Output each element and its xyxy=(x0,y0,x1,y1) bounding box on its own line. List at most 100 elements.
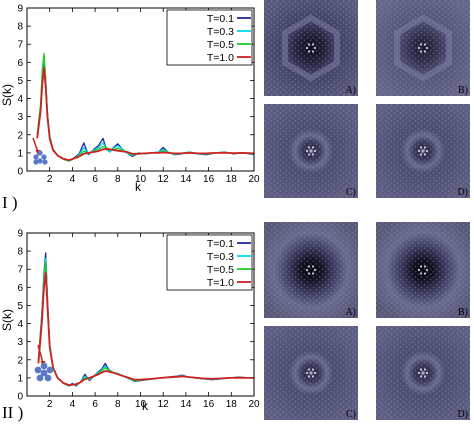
x-tick-label: 20 xyxy=(248,399,260,410)
series-group xyxy=(36,52,254,162)
center-dot xyxy=(307,43,311,46)
y-tick-label: 3 xyxy=(17,112,23,123)
center-dot xyxy=(419,146,423,149)
center-dot xyxy=(307,375,311,378)
y-tick-label: 3 xyxy=(17,337,23,348)
x-tick-label: 2 xyxy=(47,174,53,185)
micrograph-texture xyxy=(376,222,470,318)
micrograph-texture xyxy=(376,326,470,420)
center-dot xyxy=(423,375,427,378)
micrograph-panel: A) xyxy=(264,0,358,96)
x-tick-label: 14 xyxy=(180,174,192,185)
y-tick-label: 4 xyxy=(17,319,23,330)
series-line-t-1-0 xyxy=(37,271,254,387)
micrograph-texture xyxy=(264,222,358,318)
center-dot xyxy=(305,149,309,153)
x-axis-label: k xyxy=(135,180,142,194)
y-tick-label: 6 xyxy=(17,58,23,69)
x-tick-label: 8 xyxy=(115,399,121,410)
cluster-icon xyxy=(34,362,54,382)
x-tick-label: 6 xyxy=(92,174,98,185)
center-dot xyxy=(311,375,315,378)
y-axis-label: S(k) xyxy=(0,84,14,106)
plot-frame xyxy=(26,232,255,397)
center-dot xyxy=(417,149,421,153)
x-tick-label: 16 xyxy=(203,399,215,410)
micrograph-panel: D) xyxy=(376,104,470,198)
center-dot xyxy=(423,43,427,46)
center-dot xyxy=(305,371,309,375)
hexagonal-ring xyxy=(282,14,340,82)
legend-label: T=1.0 xyxy=(207,52,234,64)
legend: T=0.1T=0.3T=0.5T=1.0 xyxy=(166,9,253,66)
y-tick-label: 2 xyxy=(17,130,23,141)
center-dot xyxy=(419,375,423,378)
x-tick-label: 4 xyxy=(70,174,76,185)
center-dot xyxy=(307,153,311,156)
legend-label: T=1.0 xyxy=(207,277,234,289)
center-dot xyxy=(307,50,311,53)
center-dot xyxy=(423,146,427,149)
center-dot xyxy=(419,265,423,268)
center-dot xyxy=(313,149,317,153)
x-tick-label: 8 xyxy=(115,174,121,185)
legend-box xyxy=(166,234,253,291)
center-dot xyxy=(425,149,429,153)
center-dot xyxy=(423,265,427,268)
y-tick-label: 6 xyxy=(17,283,23,294)
center-dot xyxy=(419,272,423,275)
legend: T=0.1T=0.3T=0.5T=1.0 xyxy=(166,234,253,291)
x-tick-label: 10 xyxy=(135,174,147,185)
legend-label: T=0.3 xyxy=(207,251,234,263)
series-group xyxy=(37,252,254,387)
legend-label: T=0.5 xyxy=(207,264,234,276)
center-dot xyxy=(311,368,315,371)
center-dot xyxy=(425,268,429,272)
y-tick-label: 8 xyxy=(17,247,23,258)
center-dot xyxy=(423,153,427,156)
y-tick-label: 2 xyxy=(17,355,23,366)
legend-entries: T=0.1T=0.3T=0.5T=1.0 xyxy=(207,13,251,64)
center-dot xyxy=(419,43,423,46)
center-dot xyxy=(311,153,315,156)
center-dot xyxy=(307,146,311,149)
micrograph-label: A) xyxy=(345,85,356,96)
center-dot xyxy=(313,371,317,375)
hexagonal-ring xyxy=(394,14,452,82)
y-axis-label: S(k) xyxy=(0,309,14,331)
center-dot xyxy=(311,43,315,46)
center-dot xyxy=(419,368,423,371)
x-tick-label: 10 xyxy=(135,399,147,410)
micrograph-label: A) xyxy=(345,307,356,318)
center-dot xyxy=(425,371,429,375)
y-tick-label: 9 xyxy=(17,229,23,240)
center-dot xyxy=(311,146,315,149)
micrograph-label: C) xyxy=(346,409,356,420)
y-tick-label: 7 xyxy=(17,40,23,51)
center-dot xyxy=(305,46,309,50)
x-tick-label: 18 xyxy=(226,399,238,410)
micrograph-label: B) xyxy=(458,85,468,96)
center-dot xyxy=(423,368,427,371)
micrograph-panel: A) xyxy=(264,222,358,318)
y-tick-label: 5 xyxy=(17,76,23,87)
legend-label: T=0.1 xyxy=(207,238,234,250)
x-tick-label: 4 xyxy=(70,399,76,410)
y-tick-label: 4 xyxy=(17,94,23,105)
series-line-t-0-1 xyxy=(36,56,254,162)
micrograph-panel: B) xyxy=(376,0,470,96)
y-tick-label: 7 xyxy=(17,265,23,276)
center-dot xyxy=(417,268,421,272)
micrograph-texture xyxy=(376,104,470,198)
y-tick-label: 8 xyxy=(17,22,23,33)
micrograph-panel: C) xyxy=(264,326,358,420)
series-line-t-1-0 xyxy=(36,66,254,162)
micrograph-texture xyxy=(264,104,358,198)
legend-label: T=0.1 xyxy=(207,13,234,25)
legend-label: T=0.3 xyxy=(207,26,234,38)
x-tick-label: 18 xyxy=(226,174,238,185)
center-dot xyxy=(311,50,315,53)
